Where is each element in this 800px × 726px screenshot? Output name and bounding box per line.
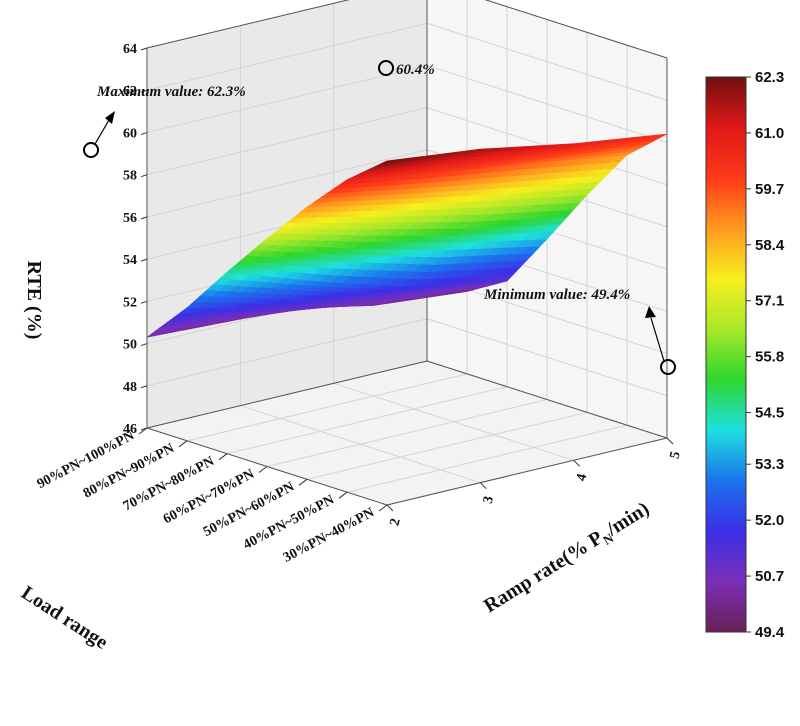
colorbar-tick-label: 57.1 xyxy=(755,293,784,310)
min-annotation: Minimum value: 49.4% xyxy=(483,287,630,303)
z-tick-label: 50 xyxy=(123,338,137,353)
chart-grid xyxy=(146,0,668,506)
ramp-rate-ticks: 2 3 4 5 xyxy=(386,437,684,527)
z-tick-label: 54 xyxy=(123,253,137,268)
colorbar-tick-label: 62.3 xyxy=(755,69,784,86)
colorbar-gradient xyxy=(705,76,747,633)
y-axis-label-main: Ramp rate(% P xyxy=(480,527,607,617)
colorbar-tick-label: 61.0 xyxy=(755,125,784,142)
colorbar-tick-label: 54.5 xyxy=(755,405,784,422)
min-marker xyxy=(660,359,676,375)
colorbar-tick-label: 59.7 xyxy=(755,181,784,198)
ramp-rate-tick-label: 5 xyxy=(667,450,683,460)
z-axis-ticks: 46 48 50 52 54 56 58 60 62 64 xyxy=(123,42,148,437)
z-tick-label: 64 xyxy=(123,42,137,57)
z-tick-label: 60 xyxy=(123,126,137,141)
corner-annotation: 60.4% xyxy=(396,62,435,78)
z-tick-label: 52 xyxy=(123,295,137,310)
rte-surface xyxy=(146,133,668,338)
y-axis-label: Ramp rate(% PN/min) xyxy=(480,498,655,620)
max-marker xyxy=(83,142,99,158)
colorbar-tick-label: 50.7 xyxy=(755,568,784,585)
colorbar-tick-label: 49.4 xyxy=(755,624,785,641)
z-tick-label: 48 xyxy=(123,380,137,395)
z-tick-label: 58 xyxy=(123,169,137,184)
colorbar xyxy=(705,76,747,633)
ramp-rate-tick-label: 3 xyxy=(481,495,497,505)
annotations: Maximum value: 62.3% 60.4% Minimum value… xyxy=(83,60,676,375)
surface-patch xyxy=(648,133,668,139)
ramp-rate-tick-label: 2 xyxy=(387,517,403,527)
corner-marker xyxy=(378,60,394,76)
x-axis-label: Load range xyxy=(17,582,112,654)
colorbar-tick-label: 55.8 xyxy=(755,349,784,366)
colorbar-tick-label: 53.3 xyxy=(755,456,784,473)
colorbar-tick-label: 58.4 xyxy=(755,237,785,254)
z-tick-label: 56 xyxy=(123,211,137,226)
colorbar-tick-label: 52.0 xyxy=(755,512,784,529)
z-axis-label: RTE (%) xyxy=(23,261,45,340)
y-axis-label-end: /min) xyxy=(602,498,653,541)
z-tick-label: 62 xyxy=(123,84,137,99)
colorbar-ticks: 62.3 61.0 59.7 58.4 57.1 55.8 54.5 53.3 52.0 50.7… xyxy=(746,69,785,641)
z-tick-label: 46 xyxy=(123,422,137,437)
max-annotation: Maximum value: 62.3% xyxy=(96,84,246,100)
ramp-rate-tick-label: 4 xyxy=(574,472,590,482)
